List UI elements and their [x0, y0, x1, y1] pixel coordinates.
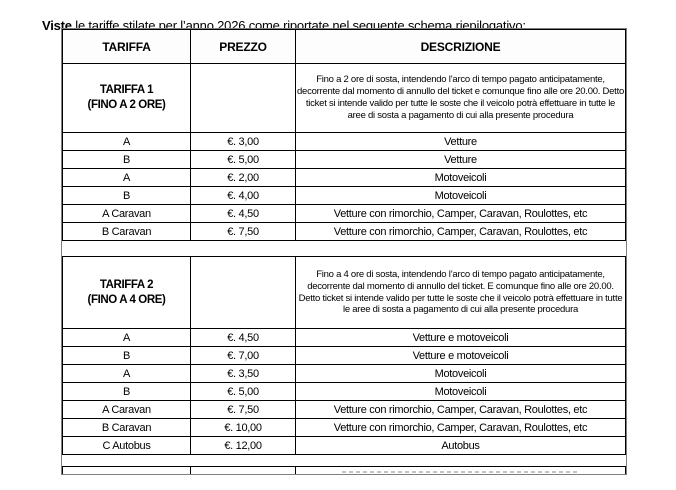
- section-1-title: TARIFFA 1: [99, 84, 154, 96]
- cell-tariffa: B: [62, 150, 191, 169]
- table-row: A €. 4,50 Vetture e motoveicoli: [62, 328, 626, 347]
- cell-descrizione: Vetture e motoveicoli: [295, 328, 626, 347]
- table-row: A Caravan €. 7,50 Vetture con rimorchio,…: [62, 400, 626, 419]
- cell-tariffa: C Autobus: [62, 436, 191, 455]
- clipped-cell-tariffa: [62, 466, 191, 474]
- cell-descrizione: Motoveicoli: [295, 364, 626, 383]
- clipped-cell-descrizione: [295, 466, 626, 474]
- header-cell-tariffa: TARIFFA: [62, 29, 191, 64]
- cell-descrizione: Vetture: [295, 132, 626, 151]
- section-2-title: TARIFFA 2: [99, 278, 154, 291]
- cell-descrizione: Vetture con rimorchio, Camper, Caravan, …: [295, 418, 626, 437]
- cell-tariffa: A: [62, 328, 191, 347]
- section-1-block-row: TARIFFA 1 (FINO A 2 ORE) Fino a 2 ore di…: [62, 63, 626, 133]
- cell-descrizione: Vetture: [295, 150, 626, 169]
- spacer-cell: [62, 240, 626, 257]
- tariff-table-container: TARIFFA PREZZO DESCRIZIONE TARIFFA 1 (FI…: [61, 28, 627, 475]
- cell-descrizione: Vetture con rimorchio, Camper, Caravan, …: [295, 400, 626, 419]
- cell-tariffa: B: [62, 346, 191, 365]
- tariff-table: TARIFFA PREZZO DESCRIZIONE TARIFFA 1 (FI…: [62, 29, 626, 474]
- section-1-title-cell: TARIFFA 1 (FINO A 2 ORE): [62, 63, 191, 133]
- header-cell-prezzo: PREZZO: [190, 29, 296, 64]
- section-1-subtitle: (FINO A 2 ORE): [87, 99, 166, 111]
- cell-prezzo: €. 4,50: [190, 328, 296, 347]
- cell-descrizione: Autobus: [295, 436, 626, 455]
- section-2-description: Fino a 4 ore di sosta, intendendo l’arco…: [295, 256, 626, 329]
- cell-tariffa: B: [62, 382, 191, 401]
- cell-descrizione: Motoveicoli: [295, 168, 626, 187]
- cell-prezzo: €. 3,00: [190, 132, 296, 151]
- cell-prezzo: €. 7,50: [190, 400, 296, 419]
- cell-prezzo: €. 5,00: [190, 150, 296, 169]
- table-row: B €. 5,00 Motoveicoli: [62, 382, 626, 401]
- table-row: B €. 4,00 Motoveicoli: [62, 186, 626, 205]
- cell-tariffa: A Caravan: [62, 400, 191, 419]
- cell-tariffa: A: [62, 168, 191, 187]
- cell-descrizione: Motoveicoli: [295, 186, 626, 205]
- cell-prezzo: €. 7,50: [190, 222, 296, 241]
- table-row: A €. 2,00 Motoveicoli: [62, 168, 626, 187]
- section-1-description: Fino a 2 ore di sosta, intendendo l’arco…: [295, 63, 626, 133]
- cell-descrizione: Vetture e motoveicoli: [295, 346, 626, 365]
- table-row: A Caravan €. 4,50 Vetture con rimorchio,…: [62, 204, 626, 223]
- cell-descrizione: Vetture con rimorchio, Camper, Caravan, …: [295, 204, 626, 223]
- spacer-row: [62, 240, 626, 257]
- table-row: B €. 5,00 Vetture: [62, 150, 626, 169]
- section-2-price-cell: [190, 256, 296, 329]
- cell-prezzo: €. 12,00: [190, 436, 296, 455]
- cell-tariffa: A Caravan: [62, 204, 191, 223]
- cell-tariffa: A: [62, 132, 191, 151]
- clipped-row: [62, 466, 626, 474]
- section-2-subtitle: (FINO A 4 ORE): [87, 293, 166, 306]
- clipped-cell-prezzo: [190, 466, 296, 474]
- table-row: B €. 7,00 Vetture e motoveicoli: [62, 346, 626, 365]
- table-row: B Caravan €. 10,00 Vetture con rimorchio…: [62, 418, 626, 437]
- cell-tariffa: B: [62, 186, 191, 205]
- header-cell-descrizione: DESCRIZIONE: [295, 29, 626, 64]
- section-2-block-row: TARIFFA 2 (FINO A 4 ORE) Fino a 4 ore di…: [62, 256, 626, 329]
- table-row: C Autobus €. 12,00 Autobus: [62, 436, 626, 455]
- clipped-text-fragment: [342, 471, 579, 474]
- cell-descrizione: Motoveicoli: [295, 382, 626, 401]
- cell-prezzo: €. 4,50: [190, 204, 296, 223]
- cell-tariffa: B Caravan: [62, 418, 191, 437]
- section-1-price-cell: [190, 63, 296, 133]
- cell-prezzo: €. 4,00: [190, 186, 296, 205]
- cell-descrizione: Vetture con rimorchio, Camper, Caravan, …: [295, 222, 626, 241]
- spacer-row: [62, 454, 626, 467]
- cell-prezzo: €. 3,50: [190, 364, 296, 383]
- cell-tariffa: A: [62, 364, 191, 383]
- table-header-row: TARIFFA PREZZO DESCRIZIONE: [62, 29, 626, 64]
- section-2-title-cell: TARIFFA 2 (FINO A 4 ORE): [62, 256, 191, 329]
- cell-prezzo: €. 10,00: [190, 418, 296, 437]
- table-row: A €. 3,50 Motoveicoli: [62, 364, 626, 383]
- cell-prezzo: €. 5,00: [190, 382, 296, 401]
- table-row: A €. 3,00 Vetture: [62, 132, 626, 151]
- cell-prezzo: €. 7,00: [190, 346, 296, 365]
- table-row: B Caravan €. 7,50 Vetture con rimorchio,…: [62, 222, 626, 241]
- cell-tariffa: B Caravan: [62, 222, 191, 241]
- spacer-cell: [62, 454, 626, 467]
- cell-prezzo: €. 2,00: [190, 168, 296, 187]
